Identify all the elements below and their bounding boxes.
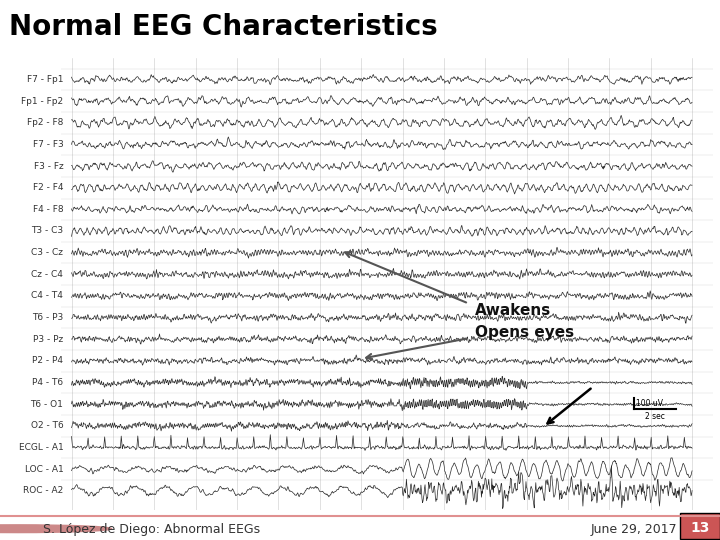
Text: Fp2 - F8: Fp2 - F8 xyxy=(27,118,63,127)
Text: Awakens: Awakens xyxy=(475,302,552,318)
Text: 13: 13 xyxy=(690,521,709,535)
FancyBboxPatch shape xyxy=(680,513,720,538)
Text: P2 - P4: P2 - P4 xyxy=(32,356,63,366)
Text: Opens eyes: Opens eyes xyxy=(475,325,574,340)
Text: P3 - Pz: P3 - Pz xyxy=(33,335,63,344)
Text: O2 - T6: O2 - T6 xyxy=(30,421,63,430)
Text: Normal EEG Characteristics: Normal EEG Characteristics xyxy=(9,13,438,41)
Circle shape xyxy=(0,525,112,532)
Text: F3 - Fz: F3 - Fz xyxy=(34,161,63,171)
Text: LOC - A1: LOC - A1 xyxy=(24,464,63,474)
Text: F2 - F4: F2 - F4 xyxy=(33,183,63,192)
Text: Fp1 - Fp2: Fp1 - Fp2 xyxy=(21,97,63,106)
Text: Cz - C4: Cz - C4 xyxy=(32,270,63,279)
Text: T3 - C3: T3 - C3 xyxy=(31,226,63,235)
Text: 2 sec: 2 sec xyxy=(644,412,665,421)
Text: S. López de Diego: Abnormal EEGs: S. López de Diego: Abnormal EEGs xyxy=(43,523,261,536)
Text: T6 - P3: T6 - P3 xyxy=(32,313,63,322)
Text: ROC - A2: ROC - A2 xyxy=(23,487,63,495)
Text: F4 - F8: F4 - F8 xyxy=(32,205,63,214)
Text: 100 uV: 100 uV xyxy=(636,399,663,408)
Text: P4 - T6: P4 - T6 xyxy=(32,378,63,387)
Text: C4 - T4: C4 - T4 xyxy=(32,292,63,300)
Text: C3 - Cz: C3 - Cz xyxy=(31,248,63,257)
Text: F7 - Fp1: F7 - Fp1 xyxy=(27,75,63,84)
Text: T6 - O1: T6 - O1 xyxy=(30,400,63,409)
Text: F7 - F3: F7 - F3 xyxy=(32,140,63,149)
Text: ECGL - A1: ECGL - A1 xyxy=(19,443,63,452)
Text: June 29, 2017: June 29, 2017 xyxy=(590,523,677,536)
